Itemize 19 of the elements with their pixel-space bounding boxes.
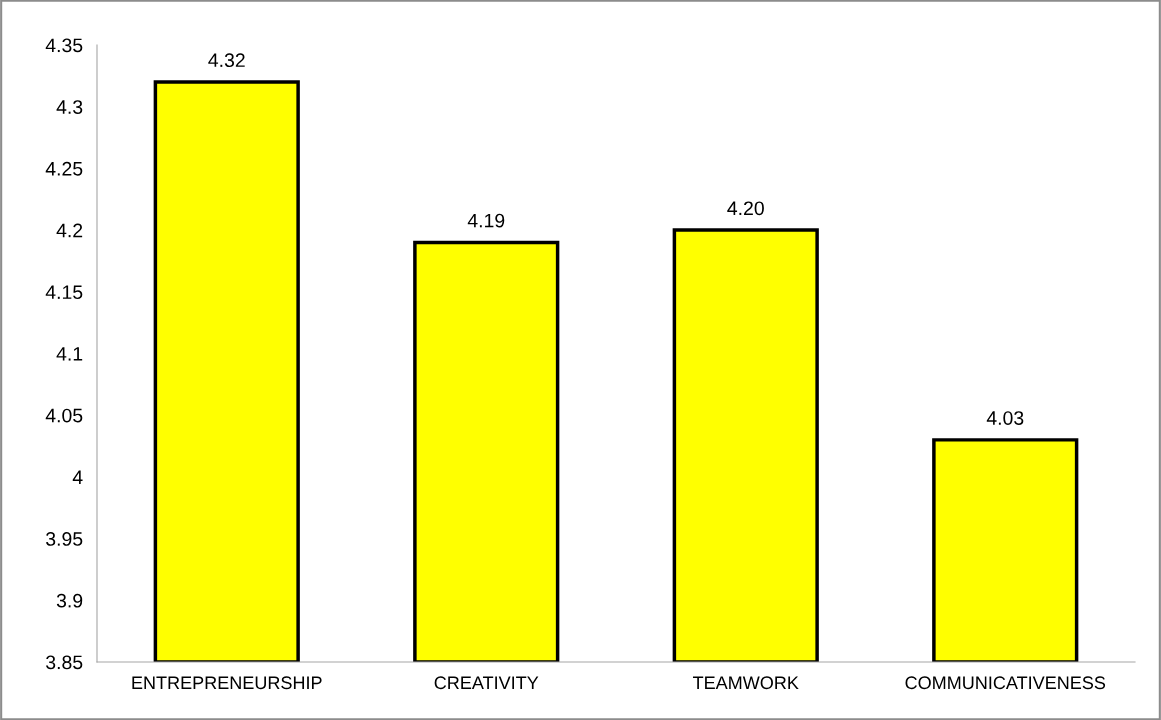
y-tick-label: 3.95: [46, 532, 83, 546]
x-tick-label: ENTREPRENEURSHIP: [132, 676, 322, 690]
y-tick-label: 4.05: [45, 408, 83, 423]
x-tick-label: COMMUNICATIVENESS: [905, 676, 1106, 690]
data-label: 4.20: [727, 201, 764, 216]
y-tick-label: 4.15: [45, 285, 83, 300]
data-label: 4.03: [986, 411, 1024, 425]
data-label: 4.19: [467, 213, 505, 228]
y-tick-label: 4.2: [56, 223, 83, 238]
y-tick-label: 3.85: [46, 655, 83, 670]
y-tick-label: 4.3: [56, 100, 83, 114]
y-tick-label: 4.1: [56, 347, 83, 361]
data-label: 4.32: [208, 53, 245, 68]
y-tick-label: 4.25: [45, 161, 83, 176]
y-tick-label: 4.35: [45, 38, 83, 53]
x-tick-label: TEAMWORK: [692, 676, 799, 690]
x-tick-label: CREATIVITY: [434, 676, 539, 690]
y-tick-label: 4: [72, 470, 83, 484]
y-tick-label: 3.9: [56, 593, 83, 608]
